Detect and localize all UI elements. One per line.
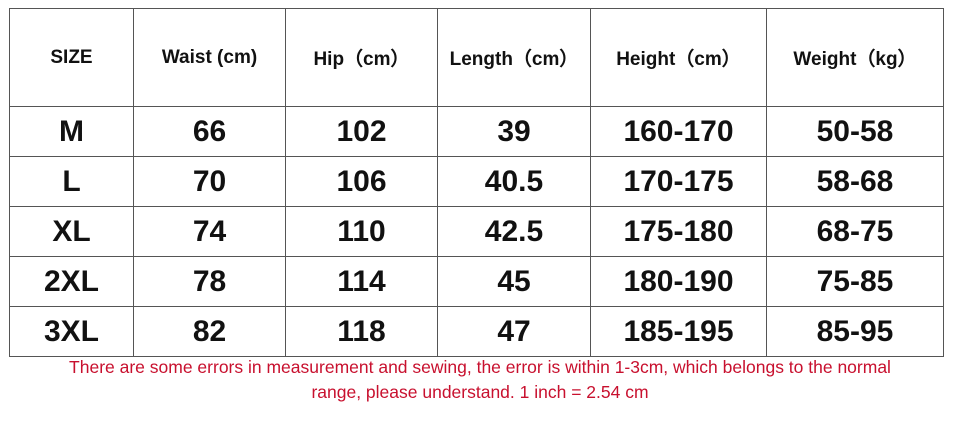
table-cell: 118 [285, 306, 438, 357]
measurement-note-line-1: There are some errors in measurement and… [69, 357, 891, 377]
table-row: XL 74 110 42.5 175-180 68-75 [9, 206, 944, 257]
column-header: Weight（kg） [766, 8, 944, 107]
table-cell: 82 [133, 306, 286, 357]
table-cell: 40.5 [437, 156, 591, 207]
column-header: SIZE [9, 8, 134, 107]
table-row: 2XL 78 114 45 180-190 75-85 [9, 256, 944, 307]
table-cell: 175-180 [590, 206, 767, 257]
column-header: Height（cm） [590, 8, 767, 107]
header-row: SIZE Waist (cm) Hip（cm） Length（cm） Height（cm… [9, 8, 944, 107]
table-cell: 75-85 [766, 256, 944, 307]
size-chart-table: SIZE Waist (cm) Hip（cm） Length（cm） Height（cm… [9, 8, 944, 357]
table-cell: 170-175 [590, 156, 767, 207]
table-row: L 70 106 40.5 170-175 58-68 [9, 156, 944, 207]
table-row: M 66 102 39 160-170 50-58 [9, 106, 944, 157]
size-cell: 3XL [9, 306, 134, 357]
table-cell: 110 [285, 206, 438, 257]
table-cell: 42.5 [437, 206, 591, 257]
table-row: 3XL 82 118 47 185-195 85-95 [9, 306, 944, 357]
table-cell: 66 [133, 106, 286, 157]
table-cell: 106 [285, 156, 438, 207]
table-cell: 185-195 [590, 306, 767, 357]
column-header: Hip（cm） [285, 8, 438, 107]
table-cell: 47 [437, 306, 591, 357]
size-cell: 2XL [9, 256, 134, 307]
table-cell: 70 [133, 156, 286, 207]
table-cell: 39 [437, 106, 591, 157]
size-cell: XL [9, 206, 134, 257]
table-cell: 74 [133, 206, 286, 257]
table-cell: 114 [285, 256, 438, 307]
table-cell: 68-75 [766, 206, 944, 257]
size-cell: L [9, 156, 134, 207]
table-cell: 45 [437, 256, 591, 307]
column-header: Waist (cm) [133, 8, 286, 107]
size-cell: M [9, 106, 134, 157]
table-cell: 160-170 [590, 106, 767, 157]
table-cell: 102 [285, 106, 438, 157]
column-header: Length（cm） [437, 8, 591, 107]
measurement-note-line-2: range, please understand. 1 inch = 2.54 … [311, 382, 649, 402]
table-cell: 180-190 [590, 256, 767, 307]
table-cell: 78 [133, 256, 286, 307]
table-cell: 50-58 [766, 106, 944, 157]
table-cell: 58-68 [766, 156, 944, 207]
table-cell: 85-95 [766, 306, 944, 357]
